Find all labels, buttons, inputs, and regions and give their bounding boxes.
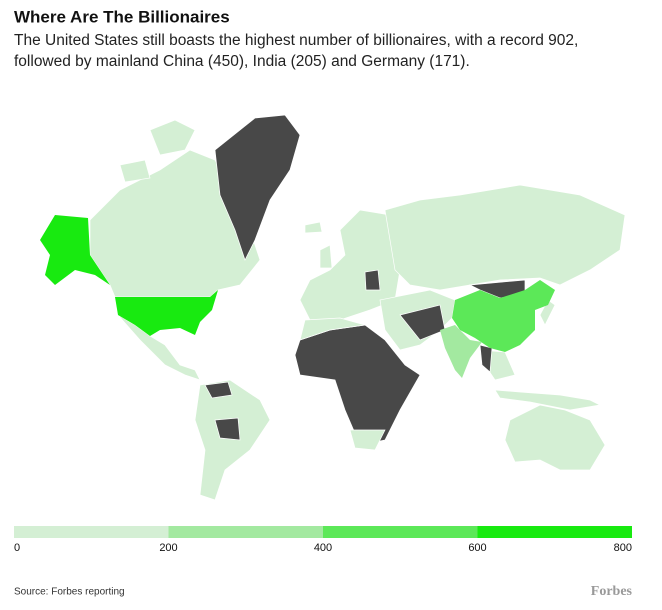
- subtitle-line: followed by mainland China (450), India …: [14, 53, 470, 70]
- legend-bin: [477, 526, 632, 538]
- no-data-region: [479, 344, 493, 373]
- no-data-region: [204, 381, 241, 441]
- land: [89, 149, 261, 298]
- no-data-region: [294, 324, 421, 446]
- source: Source: Forbes reporting: [14, 587, 125, 598]
- no-data-region: [364, 269, 381, 291]
- land: [299, 317, 386, 451]
- land: [194, 379, 271, 501]
- land: [384, 184, 626, 291]
- legend-tick-label: 600: [468, 542, 486, 554]
- country: [452, 280, 555, 352]
- title: Where Are The Billionaires: [14, 7, 230, 26]
- land: [119, 119, 196, 183]
- legend-tick-label: 800: [614, 542, 632, 554]
- land: [117, 314, 201, 381]
- map: [40, 114, 626, 501]
- legend-bin: [14, 526, 169, 538]
- legend-tick-label: 400: [314, 542, 332, 554]
- country: [40, 215, 110, 285]
- country: [440, 325, 482, 378]
- country: [352, 266, 364, 282]
- legend-tick-label: 0: [14, 542, 20, 554]
- land: [504, 404, 606, 471]
- no-data-region: [214, 114, 301, 261]
- legend-bin: [323, 526, 478, 538]
- country: [115, 290, 218, 336]
- legend: 0 200 400 600 800: [14, 526, 632, 554]
- logo: Forbes: [591, 584, 633, 599]
- land: [304, 221, 333, 269]
- legend-bin: [168, 526, 323, 538]
- legend-tick-label: 200: [159, 542, 177, 554]
- subtitle-line: The United States still boasts the highe…: [14, 32, 578, 49]
